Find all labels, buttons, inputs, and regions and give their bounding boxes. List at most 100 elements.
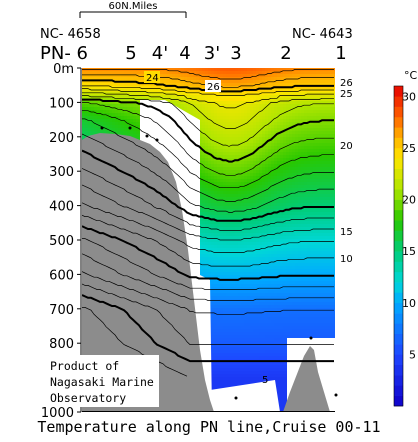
temperature-cell [85,83,89,87]
temperature-cell [208,113,212,117]
temperature-cell [124,128,128,132]
temperature-cell [199,113,203,117]
temperature-cell [202,131,206,135]
temperature-cell [142,92,146,96]
temperature-cell [118,110,122,114]
temperature-cell [202,95,206,99]
temperature-cell [127,74,131,78]
temperature-cell [202,227,206,231]
temperature-cell [205,74,209,78]
temperature-cell [205,275,209,279]
temperature-cell [199,254,203,258]
temperature-cell [163,98,167,102]
temperature-cell [91,125,95,129]
temperature-cell [94,128,98,132]
temperature-cell [88,86,92,90]
temperature-cell [109,104,113,108]
temperature-cell [133,92,137,96]
temperature-cell [205,128,209,132]
temperature-cell [205,215,209,219]
temperature-cell [199,269,203,273]
temperature-cell [205,164,209,168]
temperature-cell [208,206,212,210]
temperature-cell [208,173,212,177]
temperature-cell [202,173,206,177]
temperature-cell [88,131,92,135]
temperature-cell [187,110,191,114]
temperature-cell [205,173,209,177]
temperature-cell [199,233,203,237]
temperature-cell [82,74,86,78]
temperature-cell [208,260,212,264]
temperature-cell [211,158,215,162]
temperature-cell [205,170,209,174]
temperature-cell [181,77,185,81]
temperature-cell [196,71,200,75]
temperature-cell [205,122,209,126]
temperature-cell [139,80,143,84]
temperature-cell [181,107,185,111]
temperature-cell [133,77,137,81]
temperature-cell [199,194,203,198]
temperature-cell [169,74,173,78]
temperature-cell [145,92,149,96]
temperature-cell [130,128,134,132]
temperature-cell [121,71,125,75]
temperature-cell [118,71,122,75]
temperature-cell [115,89,119,93]
temperature-cell [205,95,209,99]
temperature-cell [88,74,92,78]
temperature-cell [103,71,107,75]
temperature-cell [160,77,164,81]
temperature-cell [202,257,206,261]
temperature-cell [145,83,149,87]
temperature-cell [166,71,170,75]
temperature-cell [160,80,164,84]
temperature-cell [208,74,212,78]
temperature-cell [94,113,98,117]
temperature-cell [91,71,95,75]
temperature-cell [127,116,131,120]
temperature-cell [205,182,209,186]
temperature-cell [127,134,131,138]
temperature-cell [130,92,134,96]
temperature-cell [196,104,200,108]
temperature-cell [139,77,143,81]
temperature-cell [112,122,116,126]
temperature-cell [208,143,212,147]
temperature-cell [205,224,209,228]
temperature-cell [112,71,116,75]
temperature-cell [88,89,92,93]
temperature-cell [199,206,203,210]
temperature-cell [208,278,212,282]
temperature-cell [154,92,158,96]
temperature-cell [181,104,185,108]
temperature-cell [208,98,212,102]
temperature-cell [178,101,182,105]
temperature-cell [85,110,89,114]
temperature-cell [118,122,122,126]
temperature-cell [112,74,116,78]
temperature-cell [97,86,101,90]
temperature-cell [193,104,197,108]
temperature-cell [202,275,206,279]
temperature-cell [94,104,98,108]
temperature-cell [205,98,209,102]
temperature-cell [133,110,137,114]
temperature-cell [163,95,167,99]
temperature-cell [169,71,173,75]
temperature-cell [136,131,140,135]
temperature-cell [88,119,92,123]
temperature-cell [190,101,194,105]
temperature-cell [208,134,212,138]
temperature-cell [121,77,125,81]
temperature-cell [199,125,203,129]
temperature-cell [199,218,203,222]
temperature-cell [97,77,101,81]
temperature-cell [208,122,212,126]
temperature-cell [199,230,203,234]
temperature-cell [202,197,206,201]
temperature-cell [172,80,176,84]
temperature-cell [202,104,206,108]
temperature-cell [103,119,107,123]
